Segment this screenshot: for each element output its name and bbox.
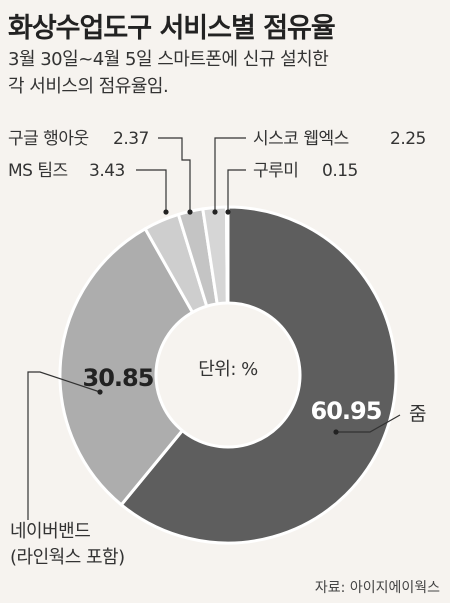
slice-label-ms-teams: MS 팀즈: [8, 161, 68, 181]
leader-zoom-dot: [333, 429, 339, 435]
slice-zoom: [119, 205, 398, 545]
unit-label: 단위: %: [198, 359, 258, 380]
slice-value-zoom: 60.95: [311, 397, 382, 425]
leader-cisco-webex-dot: [212, 209, 218, 215]
slice-gurumi: [224, 205, 230, 305]
slice-label-naver-band-line-1: 네이버밴드: [10, 521, 90, 542]
leader-google-hangouts: [158, 137, 191, 212]
slice-value-gurumi: 0.15: [322, 161, 358, 181]
slice-value-ms-teams: 3.43: [89, 161, 125, 181]
leader-gurumi-dot: [225, 209, 231, 215]
slice-value-cisco-webex: 2.25: [390, 129, 426, 149]
leader-ms-teams: [136, 169, 167, 212]
leader-gurumi: [227, 169, 246, 212]
slice-label-zoom: 줌: [409, 403, 426, 425]
slice-label-google-hangouts: 구글 행아웃: [8, 129, 89, 149]
slice-label-naver-band-line-2: (라인웍스 포함): [10, 547, 125, 568]
slice-value-naver-band: 30.85: [83, 364, 154, 392]
source-note: 자료: 아이지에이웍스: [314, 580, 440, 596]
chart-subtitle-line-2: 각 서비스의 점유율임.: [8, 76, 169, 97]
slice-label-cisco-webex: 시스코 웹엑스: [253, 129, 349, 149]
leader-naver-band-dot: [97, 389, 103, 395]
leader-google-hangouts-dot: [187, 209, 193, 215]
leader-naver-band: [27, 371, 101, 520]
leader-zoom: [336, 414, 401, 433]
slice-label-gurumi: 구루미: [253, 161, 298, 181]
leader-ms-teams-dot: [163, 209, 169, 215]
leader-cisco-webex: [214, 137, 246, 212]
chart-subtitle-line-1: 3월 30일~4월 5일 스마트폰에 신규 설치한: [8, 49, 329, 70]
chart-title: 화상수업도구 서비스별 점유율: [8, 13, 336, 44]
slice-naver-band: [58, 227, 195, 507]
slice-value-google-hangouts: 2.37: [113, 129, 149, 149]
